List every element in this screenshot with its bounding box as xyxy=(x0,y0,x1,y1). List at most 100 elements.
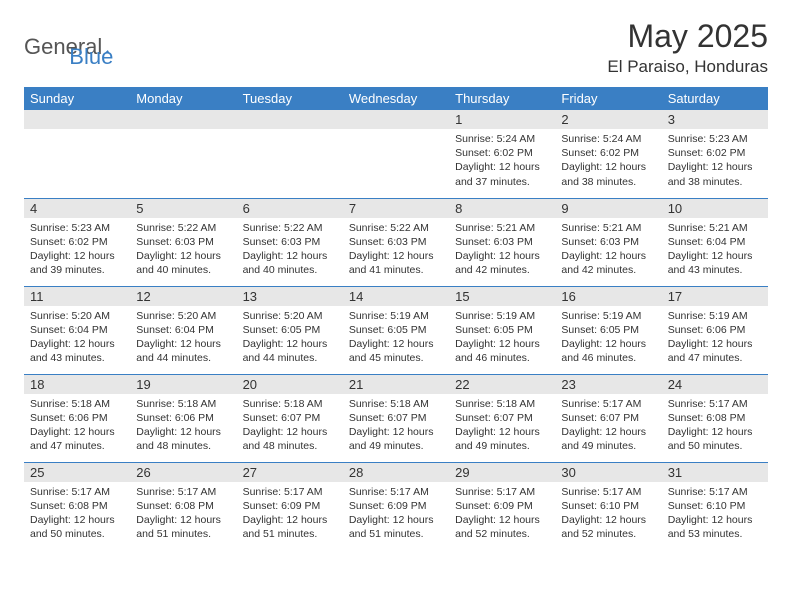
sunset-label: Sunset: xyxy=(668,324,704,336)
daylight-label: Daylight: xyxy=(243,426,284,438)
calendar-week-row: 25Sunrise: 5:17 AMSunset: 6:08 PMDayligh… xyxy=(24,462,768,550)
day-number: 6 xyxy=(237,199,343,218)
day-details: Sunrise: 5:21 AMSunset: 6:03 PMDaylight:… xyxy=(555,218,661,282)
sunset-label: Sunset: xyxy=(136,324,172,336)
day-number: 22 xyxy=(449,375,555,394)
sunset-value: 6:05 PM xyxy=(600,324,639,336)
sunset-label: Sunset: xyxy=(30,500,66,512)
day-details: Sunrise: 5:18 AMSunset: 6:07 PMDaylight:… xyxy=(237,394,343,458)
day-details: Sunrise: 5:18 AMSunset: 6:07 PMDaylight:… xyxy=(343,394,449,458)
daylight-label: Daylight: xyxy=(561,338,602,350)
sunset-value: 6:05 PM xyxy=(387,324,426,336)
day-number: 23 xyxy=(555,375,661,394)
sunset-value: 6:08 PM xyxy=(706,412,745,424)
sunrise-value: 5:19 AM xyxy=(603,310,642,322)
sunset-label: Sunset: xyxy=(455,147,491,159)
calendar-day-cell: 26Sunrise: 5:17 AMSunset: 6:08 PMDayligh… xyxy=(130,462,236,550)
calendar-empty-cell xyxy=(24,110,130,198)
sunset-value: 6:07 PM xyxy=(281,412,320,424)
sunrise-value: 5:22 AM xyxy=(178,222,217,234)
day-number: 31 xyxy=(662,463,768,482)
day-details: Sunrise: 5:17 AMSunset: 6:08 PMDaylight:… xyxy=(130,482,236,546)
weekday-header: Tuesday xyxy=(237,87,343,110)
sunrise-value: 5:18 AM xyxy=(390,398,429,410)
sunset-label: Sunset: xyxy=(455,500,491,512)
sunset-value: 6:10 PM xyxy=(706,500,745,512)
sunset-value: 6:06 PM xyxy=(69,412,108,424)
sunrise-value: 5:19 AM xyxy=(497,310,536,322)
daylight-label: Daylight: xyxy=(668,250,709,262)
sunset-label: Sunset: xyxy=(668,500,704,512)
day-details: Sunrise: 5:17 AMSunset: 6:10 PMDaylight:… xyxy=(662,482,768,546)
page-header: General Blue May 2025 El Paraiso, Hondur… xyxy=(24,18,768,77)
sunrise-value: 5:19 AM xyxy=(709,310,748,322)
sunrise-value: 5:24 AM xyxy=(603,133,642,145)
sunset-value: 6:02 PM xyxy=(706,147,745,159)
sunrise-label: Sunrise: xyxy=(455,486,494,498)
daylight-label: Daylight: xyxy=(455,161,496,173)
calendar-day-cell: 7Sunrise: 5:22 AMSunset: 6:03 PMDaylight… xyxy=(343,198,449,286)
sunset-label: Sunset: xyxy=(136,412,172,424)
calendar-body: 1 Sunrise: 5:24 AM Sunset: 6:02 PM Daylight… xyxy=(24,110,768,550)
sunset-label: Sunset: xyxy=(455,236,491,248)
sunrise-value: 5:20 AM xyxy=(178,310,217,322)
calendar-day-cell: 29Sunrise: 5:17 AMSunset: 6:09 PMDayligh… xyxy=(449,462,555,550)
sunrise-label: Sunrise: xyxy=(668,222,707,234)
calendar-day-cell: 16Sunrise: 5:19 AMSunset: 6:05 PMDayligh… xyxy=(555,286,661,374)
sunset-label: Sunset: xyxy=(349,324,385,336)
sunset-value: 6:07 PM xyxy=(600,412,639,424)
sunrise-label: Sunrise: xyxy=(136,398,175,410)
calendar-empty-cell xyxy=(343,110,449,198)
sunset-label: Sunset: xyxy=(349,500,385,512)
calendar-day-cell: 15Sunrise: 5:19 AMSunset: 6:05 PMDayligh… xyxy=(449,286,555,374)
daylight-label: Daylight: xyxy=(455,250,496,262)
sunset-label: Sunset: xyxy=(561,412,597,424)
calendar-day-cell: 31Sunrise: 5:17 AMSunset: 6:10 PMDayligh… xyxy=(662,462,768,550)
sunset-label: Sunset: xyxy=(349,236,385,248)
day-details: Sunrise: 5:18 AMSunset: 6:06 PMDaylight:… xyxy=(24,394,130,458)
sunset-value: 6:07 PM xyxy=(387,412,426,424)
sunrise-label: Sunrise: xyxy=(30,310,69,322)
sunrise-label: Sunrise: xyxy=(561,222,600,234)
calendar-day-cell: 25Sunrise: 5:17 AMSunset: 6:08 PMDayligh… xyxy=(24,462,130,550)
calendar-day-cell: 11Sunrise: 5:20 AMSunset: 6:04 PMDayligh… xyxy=(24,286,130,374)
day-number-empty xyxy=(343,110,449,129)
sunset-value: 6:03 PM xyxy=(494,236,533,248)
calendar-day-cell: 27Sunrise: 5:17 AMSunset: 6:09 PMDayligh… xyxy=(237,462,343,550)
sunset-value: 6:04 PM xyxy=(69,324,108,336)
sunrise-value: 5:18 AM xyxy=(178,398,217,410)
day-details: Sunrise: 5:20 AMSunset: 6:04 PMDaylight:… xyxy=(130,306,236,370)
sunset-label: Sunset: xyxy=(243,500,279,512)
sunrise-label: Sunrise: xyxy=(136,310,175,322)
daylight-label: Daylight: xyxy=(30,426,71,438)
daylight-label: Daylight: xyxy=(349,426,390,438)
sunset-value: 6:06 PM xyxy=(175,412,214,424)
calendar-day-cell: 28Sunrise: 5:17 AMSunset: 6:09 PMDayligh… xyxy=(343,462,449,550)
calendar-day-cell: 19Sunrise: 5:18 AMSunset: 6:06 PMDayligh… xyxy=(130,374,236,462)
sunset-label: Sunset: xyxy=(30,324,66,336)
day-number: 17 xyxy=(662,287,768,306)
day-details: Sunrise: 5:18 AMSunset: 6:07 PMDaylight:… xyxy=(449,394,555,458)
calendar-header-row: SundayMondayTuesdayWednesdayThursdayFrid… xyxy=(24,87,768,110)
sunset-label: Sunset: xyxy=(455,412,491,424)
calendar-day-cell: 5Sunrise: 5:22 AMSunset: 6:03 PMDaylight… xyxy=(130,198,236,286)
sunset-label: Sunset: xyxy=(561,324,597,336)
sunset-label: Sunset: xyxy=(561,500,597,512)
day-number: 1 xyxy=(449,110,555,129)
sunrise-value: 5:23 AM xyxy=(709,133,748,145)
day-number: 18 xyxy=(24,375,130,394)
sunset-label: Sunset: xyxy=(243,324,279,336)
day-details: Sunrise: 5:17 AMSunset: 6:08 PMDaylight:… xyxy=(662,394,768,458)
sunrise-value: 5:17 AM xyxy=(178,486,217,498)
sunrise-value: 5:18 AM xyxy=(497,398,536,410)
sunset-value: 6:03 PM xyxy=(600,236,639,248)
day-number: 3 xyxy=(662,110,768,129)
daylight-label: Daylight: xyxy=(455,338,496,350)
sunset-value: 6:04 PM xyxy=(175,324,214,336)
sunset-value: 6:06 PM xyxy=(706,324,745,336)
calendar-day-cell: 21Sunrise: 5:18 AMSunset: 6:07 PMDayligh… xyxy=(343,374,449,462)
sunrise-value: 5:24 AM xyxy=(497,133,536,145)
month-title: May 2025 xyxy=(607,18,768,55)
day-number: 5 xyxy=(130,199,236,218)
day-number: 21 xyxy=(343,375,449,394)
